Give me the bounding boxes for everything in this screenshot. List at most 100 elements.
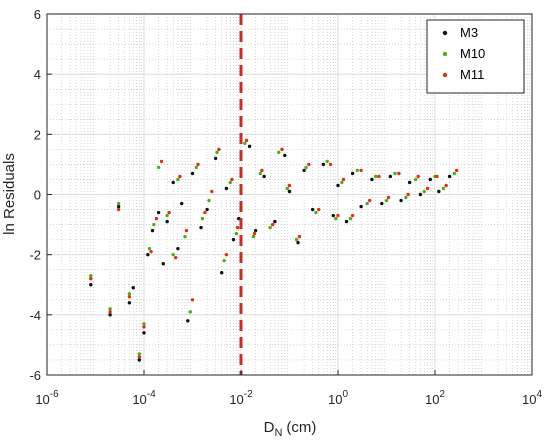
data-point-m3 [344, 219, 349, 224]
data-points [89, 138, 459, 362]
data-point-m3 [418, 192, 423, 197]
data-point-m3 [213, 156, 218, 161]
data-point-m10 [348, 216, 353, 221]
data-point-m11 [224, 252, 229, 257]
data-point-m11 [173, 255, 178, 260]
data-point-m3 [171, 180, 175, 185]
data-point-m11 [184, 228, 189, 233]
data-point-m11 [397, 171, 401, 176]
data-point-m10 [152, 222, 156, 227]
data-point-m10 [365, 201, 369, 206]
data-point-m11 [416, 174, 420, 179]
data-point-m10 [165, 213, 169, 218]
data-point-m3 [186, 319, 190, 323]
data-point-m3 [388, 174, 393, 179]
x-tick-base: 10 [522, 392, 536, 407]
data-point-m3 [165, 219, 169, 224]
x-tick-label: 104 [522, 389, 542, 407]
data-point-m10 [325, 159, 329, 164]
data-point-m11 [167, 210, 171, 215]
x-tick-exponent: 0 [342, 389, 348, 400]
data-point-m11 [307, 162, 311, 167]
data-point-m10 [222, 258, 226, 263]
data-point-m11 [444, 183, 448, 188]
data-point-m11 [359, 168, 363, 173]
data-point-m3 [399, 198, 403, 203]
y-tick-label: 0 [34, 188, 41, 203]
data-point-m3 [231, 237, 236, 242]
data-point-m11 [89, 277, 93, 281]
data-point-m10 [200, 216, 205, 221]
x-tick-exponent: -4 [147, 389, 156, 400]
legend: M3 M10 M11 [426, 19, 525, 94]
x-tick-label: 10-2 [229, 389, 253, 407]
data-point-m11 [336, 213, 340, 218]
y-tick-label: 6 [34, 7, 41, 22]
y-tick-label: 2 [34, 127, 41, 142]
data-point-m3 [437, 189, 441, 194]
y-tick-label: -6 [29, 368, 41, 383]
data-point-m3 [89, 283, 93, 287]
data-point-m11 [203, 210, 207, 215]
legend-label-m3: M3 [460, 25, 478, 40]
data-point-m11 [386, 195, 391, 200]
data-point-m11 [244, 138, 249, 143]
data-point-m3 [142, 331, 146, 335]
legend-label-m10: M10 [460, 46, 485, 61]
legend-label-m11: M11 [460, 67, 484, 82]
data-point-m10 [108, 307, 112, 311]
data-point-m3 [161, 261, 166, 266]
data-point-m11 [252, 231, 257, 236]
data-point-m3 [380, 201, 384, 206]
data-point-m3 [176, 246, 180, 251]
data-point-m10 [137, 352, 141, 356]
y-tick-label: -2 [29, 248, 41, 263]
x-tick-exponent: 2 [439, 389, 445, 400]
data-point-m10 [194, 165, 199, 170]
data-point-m11 [235, 225, 240, 230]
data-point-m3 [287, 189, 292, 194]
data-point-m3 [247, 144, 252, 149]
data-point-m3 [359, 204, 363, 209]
legend-marker-m10 [442, 51, 448, 57]
data-point-m11 [260, 168, 264, 173]
data-point-m11 [127, 295, 132, 299]
data-point-m10 [171, 252, 175, 257]
data-point-m11 [280, 147, 284, 152]
data-point-m11 [377, 174, 381, 179]
data-point-m11 [190, 298, 195, 302]
data-point-m11 [350, 213, 355, 218]
data-point-m11 [367, 198, 372, 203]
data-point-m10 [441, 186, 446, 191]
legend-marker-m11 [442, 72, 448, 78]
data-point-m10 [142, 322, 146, 326]
data-point-m3 [273, 219, 277, 224]
data-point-m10 [116, 201, 121, 206]
axis-labels: ln Residuals DN (cm) [1, 153, 316, 439]
data-point-m3 [283, 153, 287, 158]
data-point-m11 [217, 147, 221, 152]
data-point-m10 [374, 174, 378, 179]
data-point-m10 [304, 165, 308, 170]
x-tick-base: 10 [229, 392, 243, 407]
x-axis-label-main: D [264, 419, 275, 436]
data-point-m3 [447, 174, 452, 179]
data-point-m10 [384, 198, 389, 203]
x-tick-exponent: 4 [536, 389, 542, 400]
data-point-m10 [404, 195, 408, 200]
data-point-m10 [188, 310, 192, 314]
data-point-m11 [108, 310, 112, 314]
data-point-m11 [454, 168, 459, 173]
data-point-m10 [277, 150, 281, 155]
data-point-m11 [142, 325, 146, 329]
legend-marker-m3 [442, 30, 448, 36]
data-point-m10 [355, 168, 360, 173]
data-point-m3 [199, 225, 203, 230]
data-point-m3 [137, 358, 141, 362]
x-tick-exponent: -6 [50, 389, 59, 400]
data-point-m11 [425, 186, 430, 191]
data-point-m11 [316, 207, 321, 212]
